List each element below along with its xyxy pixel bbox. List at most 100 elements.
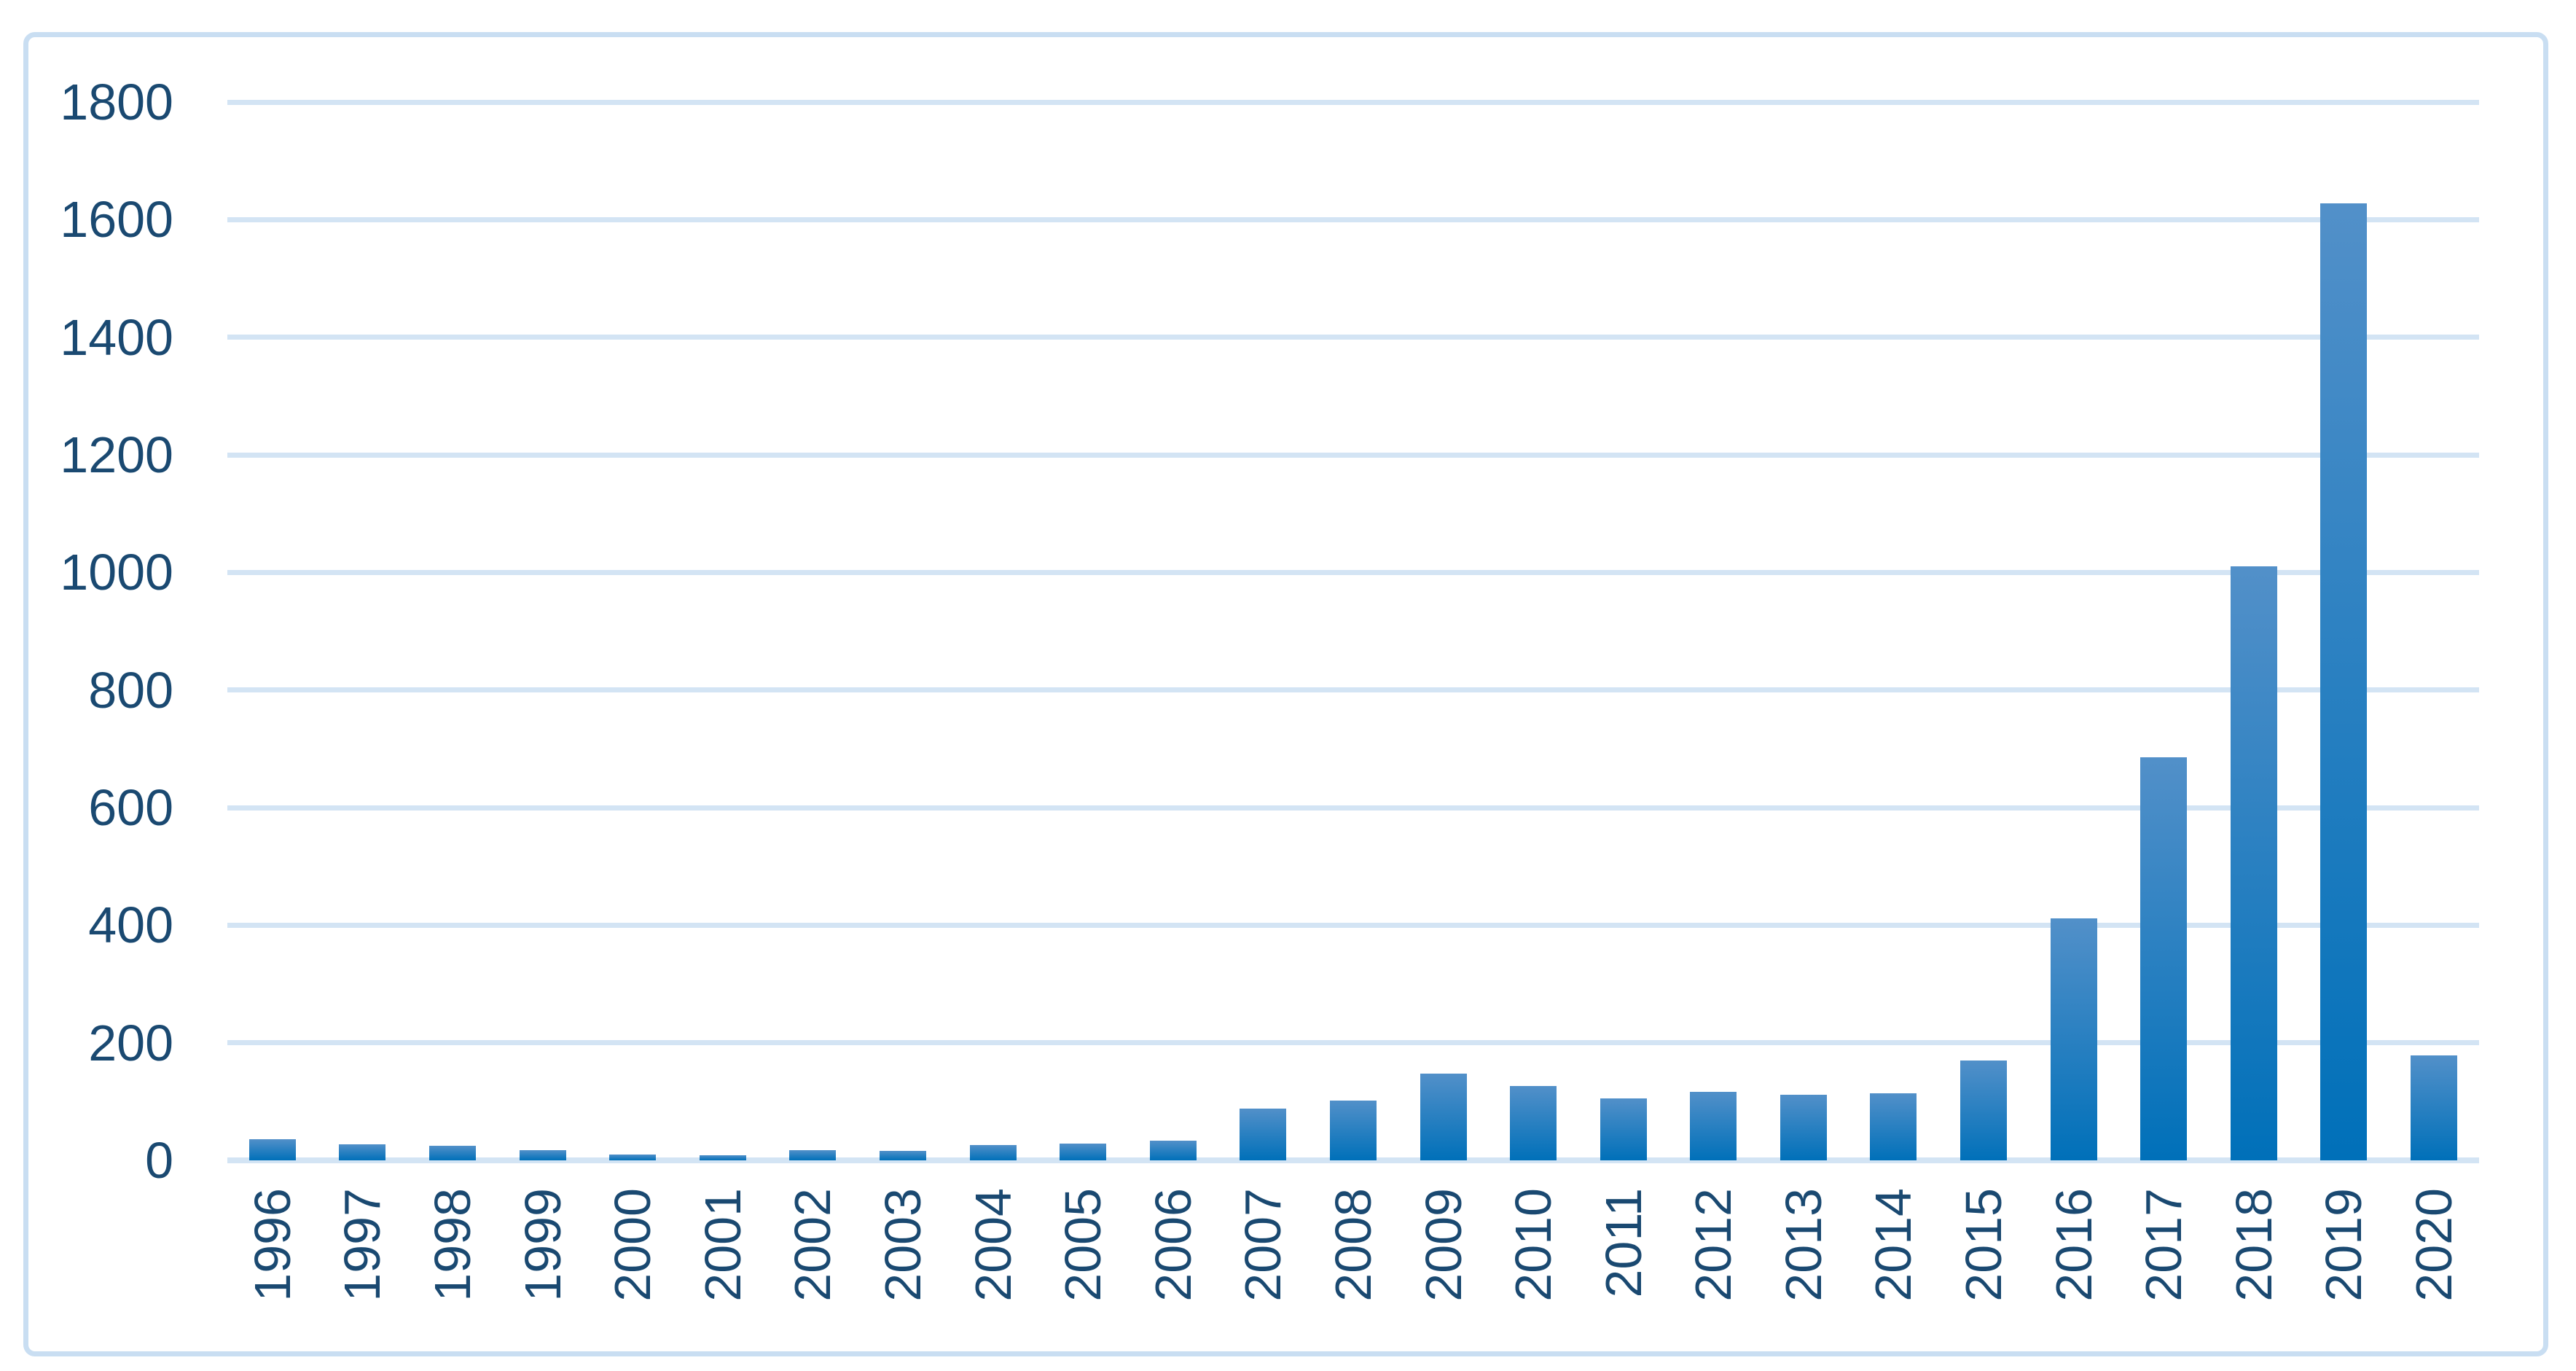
baseline: [227, 1157, 2479, 1163]
bar-slot: [1669, 102, 1759, 1160]
x-label-cell: 1999: [498, 1188, 588, 1363]
bar-2012: [1690, 1092, 1737, 1160]
y-tick-label: 1200: [60, 426, 173, 483]
bar-2009: [1420, 1073, 1467, 1160]
gridline: [227, 452, 2479, 458]
x-label-cell: 2015: [1938, 1188, 2029, 1363]
y-tick-label: 400: [88, 897, 173, 954]
bar-2007: [1240, 1109, 1287, 1160]
gridline: [227, 805, 2479, 811]
chart-border: [23, 32, 2548, 1356]
x-tick-label: 2017: [2135, 1188, 2193, 1302]
bar-2010: [1510, 1085, 1557, 1160]
y-tick-label: 1400: [60, 308, 173, 366]
x-label-cell: 2008: [1308, 1188, 1398, 1363]
bar-2008: [1329, 1100, 1377, 1160]
x-label-cell: 2013: [1758, 1188, 1849, 1363]
x-label-cell: 2006: [1128, 1188, 1218, 1363]
bar-slot: [2389, 102, 2479, 1160]
bar-2017: [2140, 757, 2188, 1160]
x-tick-label: 2012: [1685, 1188, 1742, 1302]
bar-2014: [1870, 1093, 1917, 1160]
bar-slot: [768, 102, 858, 1160]
y-tick-label: 1600: [60, 191, 173, 249]
bar-slot: [1398, 102, 1489, 1160]
bar-slot: [1038, 102, 1128, 1160]
bar-slot: [1488, 102, 1578, 1160]
gridline: [227, 922, 2479, 928]
bar-slot: [587, 102, 678, 1160]
bar-2016: [2050, 918, 2097, 1160]
bar-2019: [2320, 203, 2368, 1160]
x-tick-label: 2018: [2225, 1188, 2282, 1302]
bar-slot: [1938, 102, 2029, 1160]
x-tick-label: 2009: [1414, 1188, 1472, 1302]
x-label-cell: 2018: [2209, 1188, 2299, 1363]
bar-1998: [428, 1145, 476, 1160]
gridline: [227, 335, 2479, 340]
gridline: [227, 216, 2479, 222]
x-tick-label: 2007: [1234, 1188, 1292, 1302]
x-label-cell: 1997: [318, 1188, 408, 1363]
x-label-cell: 2000: [587, 1188, 678, 1363]
y-tick-label: 200: [88, 1014, 173, 1071]
x-label-cell: 2002: [768, 1188, 858, 1363]
x-tick-label: 1996: [243, 1188, 301, 1302]
x-label-cell: 2003: [858, 1188, 948, 1363]
bar-2020: [2411, 1055, 2458, 1160]
x-tick-label: 2020: [2405, 1188, 2463, 1302]
x-tick-label: 2016: [2045, 1188, 2102, 1302]
bar-slot: [2299, 102, 2389, 1160]
bar-2003: [879, 1151, 926, 1160]
x-axis-labels: 1996 1997 1998 1999 2000 2001 2002 2003 2004 2005…: [227, 1188, 2479, 1363]
x-label-cell: 2016: [2029, 1188, 2119, 1363]
y-tick-label: 1000: [60, 544, 173, 601]
x-tick-label: 2013: [1774, 1188, 1832, 1302]
x-tick-label: 2006: [1144, 1188, 1202, 1302]
bar-slot: [948, 102, 1038, 1160]
bar-slot: [1578, 102, 1669, 1160]
y-axis-labels: 1800 1600 1400 1200 1000 800 600 400 200 0: [0, 74, 173, 1189]
plot-area: [227, 99, 2479, 1163]
x-tick-label: 2019: [2315, 1188, 2373, 1302]
x-tick-label: 2010: [1505, 1188, 1562, 1302]
x-label-cell: 1996: [227, 1188, 318, 1363]
bar-1997: [339, 1144, 386, 1160]
x-tick-label: 1997: [334, 1188, 391, 1302]
x-label-cell: 1998: [407, 1188, 498, 1363]
bar-slot: [858, 102, 948, 1160]
bar-2005: [1060, 1144, 1107, 1160]
gridline: [227, 569, 2479, 575]
bar-2004: [969, 1145, 1017, 1160]
x-tick-label: 2005: [1054, 1188, 1112, 1302]
x-tick-label: 2011: [1594, 1188, 1652, 1298]
x-label-cell: 2001: [678, 1188, 768, 1363]
x-label-cell: 2005: [1038, 1188, 1128, 1363]
bar-slot: [1308, 102, 1398, 1160]
bar-slot: [498, 102, 588, 1160]
bar-slot: [227, 102, 318, 1160]
x-tick-label: 2014: [1865, 1188, 1922, 1302]
bar-2002: [789, 1150, 837, 1160]
bar-slot: [2209, 102, 2299, 1160]
y-tick-label: 600: [88, 779, 173, 836]
x-label-cell: 2020: [2389, 1188, 2479, 1363]
x-tick-label: 1999: [514, 1188, 571, 1302]
x-label-cell: 2014: [1849, 1188, 1939, 1363]
bar-1999: [519, 1150, 566, 1160]
y-tick-label: 800: [88, 661, 173, 719]
x-label-cell: 2004: [948, 1188, 1038, 1363]
bar-slot: [2029, 102, 2119, 1160]
bar-2013: [1780, 1094, 1827, 1160]
x-tick-label: 2015: [1955, 1188, 2013, 1302]
bar-slot: [1128, 102, 1218, 1160]
bar-slot: [1218, 102, 1309, 1160]
x-tick-label: 2008: [1324, 1188, 1382, 1302]
x-label-cell: 2007: [1218, 1188, 1309, 1363]
gridline: [227, 1040, 2479, 1046]
y-tick-label: 1800: [60, 74, 173, 130]
x-label-cell: 2012: [1669, 1188, 1759, 1363]
bar-2006: [1149, 1140, 1197, 1160]
x-tick-label: 2000: [604, 1188, 662, 1302]
